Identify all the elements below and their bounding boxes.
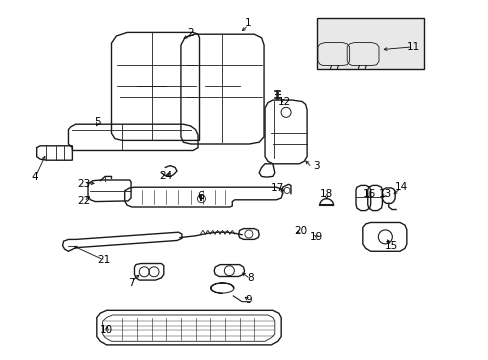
Text: 13: 13 (378, 189, 391, 199)
Text: 21: 21 (97, 255, 110, 265)
Text: 20: 20 (294, 226, 306, 236)
Text: 16: 16 (362, 189, 375, 199)
Text: 5: 5 (94, 117, 101, 127)
Text: 15: 15 (384, 240, 397, 251)
Text: 6: 6 (197, 191, 203, 201)
Text: 1: 1 (244, 18, 251, 28)
Text: 4: 4 (32, 172, 39, 182)
Text: 7: 7 (127, 278, 134, 288)
Text: 9: 9 (244, 294, 251, 305)
Text: 19: 19 (309, 232, 323, 242)
Text: 2: 2 (187, 28, 194, 38)
Text: 12: 12 (277, 96, 291, 107)
Text: 22: 22 (77, 196, 91, 206)
Text: 18: 18 (319, 189, 333, 199)
Text: 10: 10 (100, 325, 113, 336)
Text: 11: 11 (406, 42, 419, 52)
Text: 17: 17 (270, 183, 284, 193)
Bar (316, 18, 424, 69)
Text: 8: 8 (246, 273, 253, 283)
Text: 23: 23 (77, 179, 91, 189)
Text: 14: 14 (393, 182, 407, 192)
Text: 24: 24 (159, 171, 173, 181)
Text: 3: 3 (313, 161, 320, 171)
